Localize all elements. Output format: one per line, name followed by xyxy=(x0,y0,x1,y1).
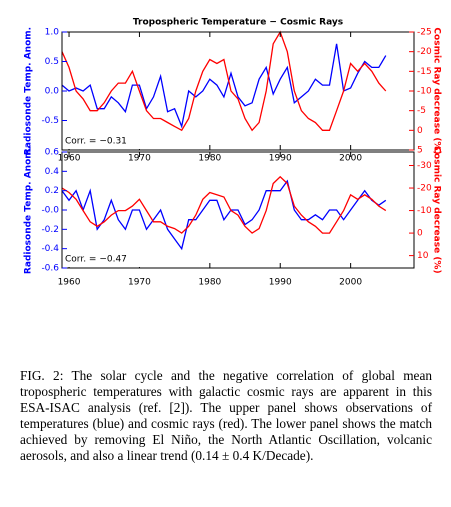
y2-tick-label: -25 xyxy=(417,28,432,38)
data-line xyxy=(61,30,387,132)
y2-tick-label: -10 xyxy=(417,206,432,216)
y-tick-label: 1.0 xyxy=(45,28,60,38)
annotation: Corr. = −0.31 xyxy=(65,137,127,147)
annotation-box xyxy=(63,132,145,149)
data-line xyxy=(61,43,387,129)
y-tick-label: 0.6 xyxy=(45,148,60,158)
x-tick-label: 2000 xyxy=(339,278,362,288)
y2-tick-label: -30 xyxy=(417,161,432,171)
y-tick-label: -0.0 xyxy=(41,206,59,216)
annotation-box xyxy=(63,250,145,267)
y-tick-label: -0.5 xyxy=(41,116,59,126)
y2-tick-label: 10 xyxy=(417,251,429,261)
y2-tick-label: -10 xyxy=(417,87,432,97)
x-tick-label: 1980 xyxy=(198,154,221,164)
caption: FIG. 2: The solar cycle and the negative… xyxy=(20,368,432,463)
y2-tick-label: 0 xyxy=(417,229,423,239)
y2-tick-label: -20 xyxy=(417,184,432,194)
y-tick-label: 0.5 xyxy=(45,57,59,67)
x-tick-label: 1960 xyxy=(58,154,81,164)
y2-tick-label: -5 xyxy=(417,106,426,116)
y-tick-label: 0.0 xyxy=(45,87,60,97)
chart: 1960 1970 1980 1990 2000 1.0 0.5 0.0 -0.5 -25 -20 -… xyxy=(24,18,442,288)
y2-tick-label: -15 xyxy=(417,67,432,77)
y-axis-label: Radiosonde Temp. Anom. xyxy=(24,27,34,155)
y2-tick-label: -20 xyxy=(417,47,432,57)
y2-tick-label: 5 xyxy=(417,146,423,156)
x-tick-label: 1970 xyxy=(128,154,151,164)
y-tick-label: -0.2 xyxy=(41,225,59,235)
data-line xyxy=(61,179,387,251)
y-tick-label: -0.4 xyxy=(41,244,59,254)
y2-axis-label: Cosmic Ray decrease (%) xyxy=(432,146,442,273)
annotation: Corr. = −0.47 xyxy=(65,255,127,265)
y-axis-label: Radiosonde Temp. Anom. xyxy=(24,146,34,274)
x-tick-label: 1960 xyxy=(58,278,81,288)
x-tick-label: 2000 xyxy=(339,154,362,164)
data-line xyxy=(61,175,387,234)
x-tick-label: 1990 xyxy=(269,278,292,288)
x-tick-label: 1990 xyxy=(269,154,292,164)
x-tick-label: 1980 xyxy=(198,278,221,288)
y-tick-label: 0.2 xyxy=(45,186,59,196)
chart-title: Tropospheric Temperature − Cosmic Rays xyxy=(133,18,343,28)
x-tick-label: 1970 xyxy=(128,278,151,288)
y-tick-label: -0.6 xyxy=(41,264,59,274)
y2-axis-label: Cosmic Ray decrease (%) xyxy=(432,27,442,154)
y2-tick-label: 0 xyxy=(417,126,423,136)
y-tick-label: 0.4 xyxy=(45,167,60,177)
